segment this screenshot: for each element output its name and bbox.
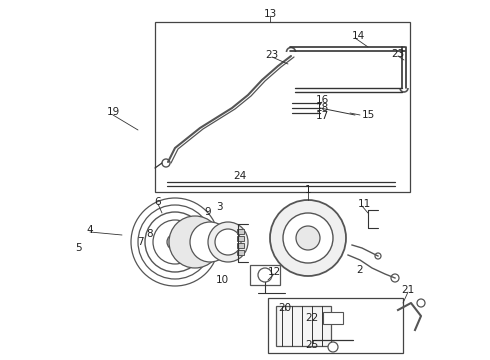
Circle shape (131, 198, 219, 286)
Text: 14: 14 (351, 31, 365, 41)
Circle shape (328, 342, 338, 352)
Circle shape (208, 222, 248, 262)
Circle shape (153, 220, 197, 264)
Text: 2: 2 (357, 265, 363, 275)
Circle shape (270, 200, 346, 276)
Circle shape (172, 239, 178, 245)
Text: 18: 18 (316, 103, 329, 113)
Circle shape (296, 226, 320, 250)
Text: 1: 1 (305, 185, 311, 195)
Text: 7: 7 (137, 237, 143, 247)
Text: 13: 13 (264, 9, 277, 19)
Circle shape (167, 234, 183, 250)
Text: 11: 11 (357, 199, 370, 209)
Text: 15: 15 (361, 110, 375, 120)
Text: 16: 16 (316, 95, 329, 105)
Bar (276, 306, 331, 346)
Circle shape (215, 229, 241, 255)
Text: 17: 17 (316, 111, 329, 121)
Circle shape (417, 299, 425, 307)
Circle shape (258, 268, 272, 282)
Bar (268, 298, 403, 353)
Circle shape (138, 205, 212, 279)
Bar (237, 243, 244, 248)
Text: 21: 21 (401, 285, 415, 295)
Text: 9: 9 (205, 207, 211, 217)
Text: 10: 10 (216, 275, 228, 285)
Text: 19: 19 (106, 107, 120, 117)
Text: 24: 24 (233, 171, 246, 181)
Circle shape (169, 216, 221, 268)
Circle shape (283, 213, 333, 263)
Bar (237, 250, 244, 255)
Circle shape (162, 159, 170, 167)
Circle shape (190, 222, 230, 262)
Text: 23: 23 (266, 50, 279, 60)
Text: 6: 6 (155, 197, 161, 207)
Text: 23: 23 (392, 49, 405, 59)
Bar (237, 236, 244, 241)
Bar (155, 22, 410, 192)
Text: 8: 8 (147, 229, 153, 239)
Bar (250, 265, 280, 285)
Circle shape (145, 212, 205, 272)
Text: 22: 22 (305, 313, 318, 323)
Text: 4: 4 (87, 225, 93, 235)
Circle shape (375, 253, 381, 259)
Text: 20: 20 (278, 303, 292, 313)
Text: 25: 25 (305, 340, 318, 350)
Text: 5: 5 (74, 243, 81, 253)
Circle shape (391, 274, 399, 282)
Bar (237, 229, 244, 234)
Bar (323, 312, 343, 324)
Text: 3: 3 (216, 202, 222, 212)
Text: 12: 12 (268, 267, 281, 277)
